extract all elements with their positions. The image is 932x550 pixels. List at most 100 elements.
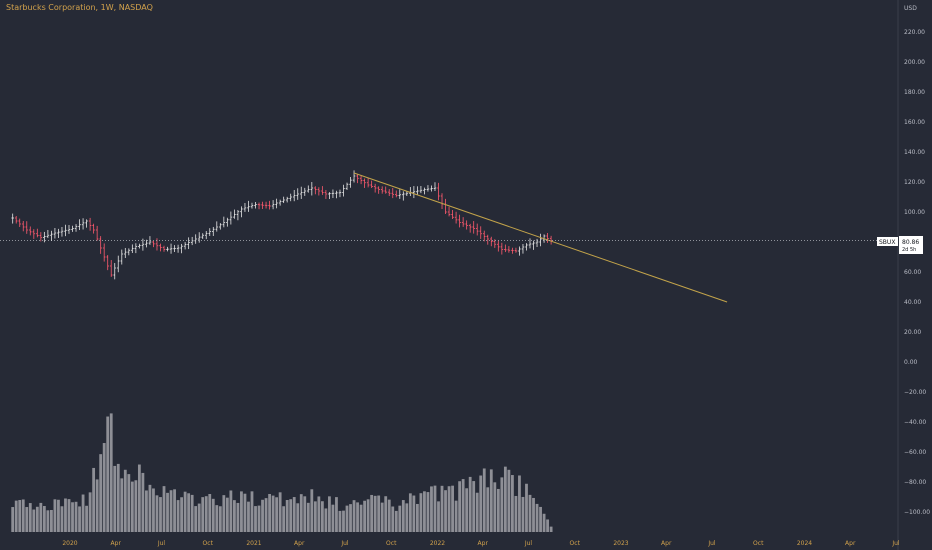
volume-bar [423, 491, 426, 532]
volume-bar [405, 503, 409, 532]
candle [356, 173, 359, 184]
candle [21, 220, 25, 232]
candle [465, 220, 468, 230]
y-tick-label: −40.00 [904, 419, 926, 426]
volume-layer [11, 413, 553, 532]
candle [236, 209, 240, 221]
volume-bar [359, 504, 363, 532]
y-tick-label: 60.00 [904, 269, 921, 276]
volume-bar [489, 469, 493, 532]
candle [211, 226, 215, 236]
volume-bar [549, 526, 553, 532]
volume-bar [229, 490, 233, 532]
candle [215, 221, 219, 232]
y-tick-label: 20.00 [904, 329, 921, 336]
volume-bar [324, 508, 328, 532]
volume-bar [204, 496, 208, 532]
volume-bar [373, 495, 377, 532]
volume-bar [71, 502, 74, 532]
candle [11, 213, 14, 224]
price-axis[interactable]: USD 220.00 200.00 180.00 160.00 140.00 120.00… [904, 5, 930, 516]
volume-bar [408, 493, 412, 532]
volume-bar [53, 499, 57, 532]
x-tick-label: Jul [157, 540, 166, 547]
candle [472, 221, 475, 234]
x-tick-label: Jul [524, 540, 533, 547]
candle [328, 192, 331, 199]
candle [131, 244, 134, 254]
volume-bar [380, 502, 384, 532]
candle [173, 245, 176, 253]
candle [314, 186, 317, 195]
candle [349, 176, 352, 188]
price-tag-symbol-box [877, 237, 898, 246]
volume-bar [225, 497, 229, 532]
volume-bar [496, 488, 500, 532]
volume-bar [215, 505, 219, 532]
volume-bar [461, 479, 465, 532]
volume-bar [356, 502, 359, 532]
candle [106, 255, 110, 271]
volume-bar [370, 494, 374, 532]
volume-bar [169, 490, 173, 532]
candle [81, 218, 85, 230]
y-tick-label: 180.00 [904, 89, 925, 96]
candle [145, 239, 148, 248]
candle [306, 185, 310, 193]
volume-bar [535, 503, 539, 532]
candle [423, 187, 426, 195]
candle [377, 186, 380, 194]
candle [296, 188, 300, 200]
volume-bar [261, 499, 264, 532]
candle [451, 209, 454, 219]
volume-bar [95, 479, 99, 532]
candle [278, 199, 282, 206]
candle [493, 239, 497, 248]
trendline[interactable] [353, 172, 728, 303]
volume-bar [247, 501, 250, 532]
x-tick-label: 2022 [430, 540, 445, 547]
volume-bar [349, 504, 352, 532]
volume-bar [525, 483, 528, 532]
price-tag-countdown: 2d 5h [902, 247, 916, 253]
candle [240, 206, 243, 218]
volume-bar [521, 496, 525, 532]
candle [102, 243, 106, 262]
candle [437, 182, 440, 201]
volume-bar [440, 485, 444, 532]
x-tick-label: Apr [845, 540, 856, 547]
candle [535, 238, 539, 248]
candle [43, 231, 46, 243]
volume-bar [236, 502, 240, 532]
y-tick-label: 0.00 [904, 359, 918, 366]
candle [486, 234, 490, 245]
time-axis[interactable]: 2020 Apr Jul Oct 2021 Apr Jul Oct 2022 Apr Jul Oct 2… [62, 540, 900, 547]
volume-bar [475, 492, 479, 532]
candle [458, 214, 461, 228]
volume-bar [366, 499, 370, 532]
candle [39, 232, 43, 242]
candle [268, 200, 271, 210]
x-tick-label: Apr [661, 540, 672, 547]
volume-bar [28, 503, 32, 532]
candle [138, 243, 141, 249]
volume-bar [465, 488, 469, 532]
volume-bar [328, 496, 331, 532]
volume-bar [500, 477, 504, 532]
volume-bar [317, 496, 321, 532]
price-tag-value: 80.86 [902, 239, 919, 246]
volume-bar [257, 505, 261, 532]
candle [183, 242, 187, 250]
volume-bar [67, 499, 71, 532]
candle [303, 187, 307, 196]
candle [514, 247, 518, 253]
volume-bar [546, 519, 549, 532]
volume-bar [387, 499, 391, 532]
candle [447, 206, 451, 217]
volume-bar [120, 478, 124, 532]
candle [208, 228, 212, 236]
candle [25, 221, 29, 234]
candle [85, 219, 88, 228]
volume-bar [155, 495, 159, 532]
